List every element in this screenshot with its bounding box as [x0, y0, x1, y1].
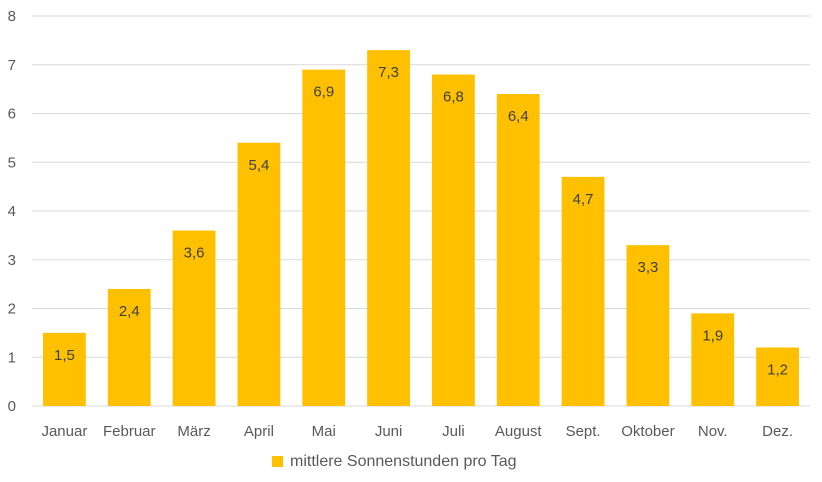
bar	[172, 230, 216, 406]
y-tick-label: 0	[8, 398, 16, 415]
data-label: 4,7	[573, 191, 594, 208]
x-tick-label: Mai	[312, 423, 336, 440]
bar	[237, 142, 281, 406]
data-label: 7,3	[378, 64, 399, 81]
data-label: 3,6	[184, 245, 205, 262]
bar	[43, 332, 86, 406]
y-tick-label: 7	[8, 57, 16, 74]
legend-swatch	[272, 456, 283, 467]
data-label: 5,4	[248, 157, 269, 174]
x-tick-label: Februar	[103, 423, 156, 440]
data-label: 3,3	[637, 259, 658, 276]
y-tick-label: 8	[8, 8, 16, 25]
data-label: 6,9	[313, 84, 334, 101]
bar	[561, 176, 605, 406]
data-labels: 1,5 2,4 3,6 5,4 6,9 7,3 6,8 6,4 4,7 3,3 1,9 1,2	[54, 64, 788, 378]
y-tick-label: 2	[8, 301, 16, 318]
legend-label: mittlere Sonnenstunden pro Tag	[290, 453, 517, 470]
bar	[626, 245, 670, 406]
y-axis: 0 1 2 3 4 5 6 7 8	[8, 8, 16, 415]
data-label: 6,8	[443, 89, 464, 106]
data-label: 1,5	[54, 347, 75, 364]
legend: mittlere Sonnenstunden pro Tag	[272, 453, 517, 470]
y-tick-label: 1	[8, 349, 16, 366]
x-tick-label: August	[495, 423, 543, 440]
data-label: 6,4	[508, 108, 529, 125]
data-label: 1,2	[767, 362, 788, 379]
bar	[302, 69, 346, 406]
bar	[691, 313, 735, 406]
y-tick-label: 6	[8, 106, 16, 123]
x-tick-label: Dez.	[762, 423, 793, 440]
y-tick-label: 5	[8, 154, 16, 171]
x-axis: Januar Februar März April Mai Juni Juli August S…	[41, 423, 793, 440]
x-tick-label: Sept.	[566, 423, 601, 440]
data-label: 2,4	[119, 303, 140, 320]
bar	[367, 50, 410, 406]
y-tick-label: 3	[8, 252, 16, 269]
x-tick-label: März	[177, 423, 210, 440]
x-tick-label: Nov.	[698, 423, 728, 440]
x-tick-label: April	[244, 423, 274, 440]
bar	[107, 289, 151, 406]
data-label: 1,9	[702, 327, 723, 344]
bar	[432, 74, 475, 406]
y-tick-label: 4	[8, 203, 16, 220]
bar-series	[43, 50, 799, 406]
x-tick-label: Juni	[375, 423, 403, 440]
x-tick-label: Oktober	[621, 423, 674, 440]
x-tick-label: Juli	[442, 423, 465, 440]
bar	[756, 347, 799, 406]
x-tick-label: Januar	[41, 423, 87, 440]
gridlines	[32, 15, 810, 407]
bar	[496, 94, 540, 406]
